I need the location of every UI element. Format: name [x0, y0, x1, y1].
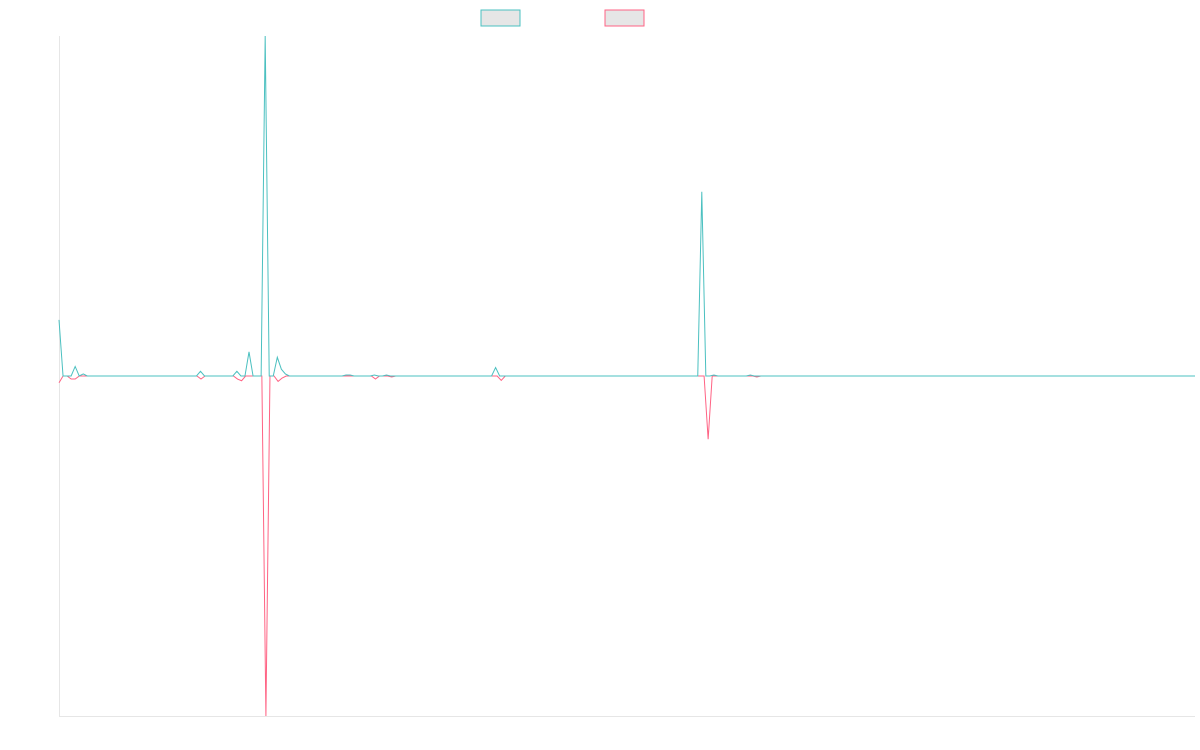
series-line-a — [58, 35, 1195, 377]
legend-swatch-series-a[interactable] — [480, 9, 521, 27]
series-line-b — [58, 375, 1195, 717]
legend-swatch-series-b[interactable] — [604, 9, 645, 27]
legend — [480, 9, 645, 27]
axes — [59, 36, 1195, 717]
series-layer — [58, 35, 1195, 717]
